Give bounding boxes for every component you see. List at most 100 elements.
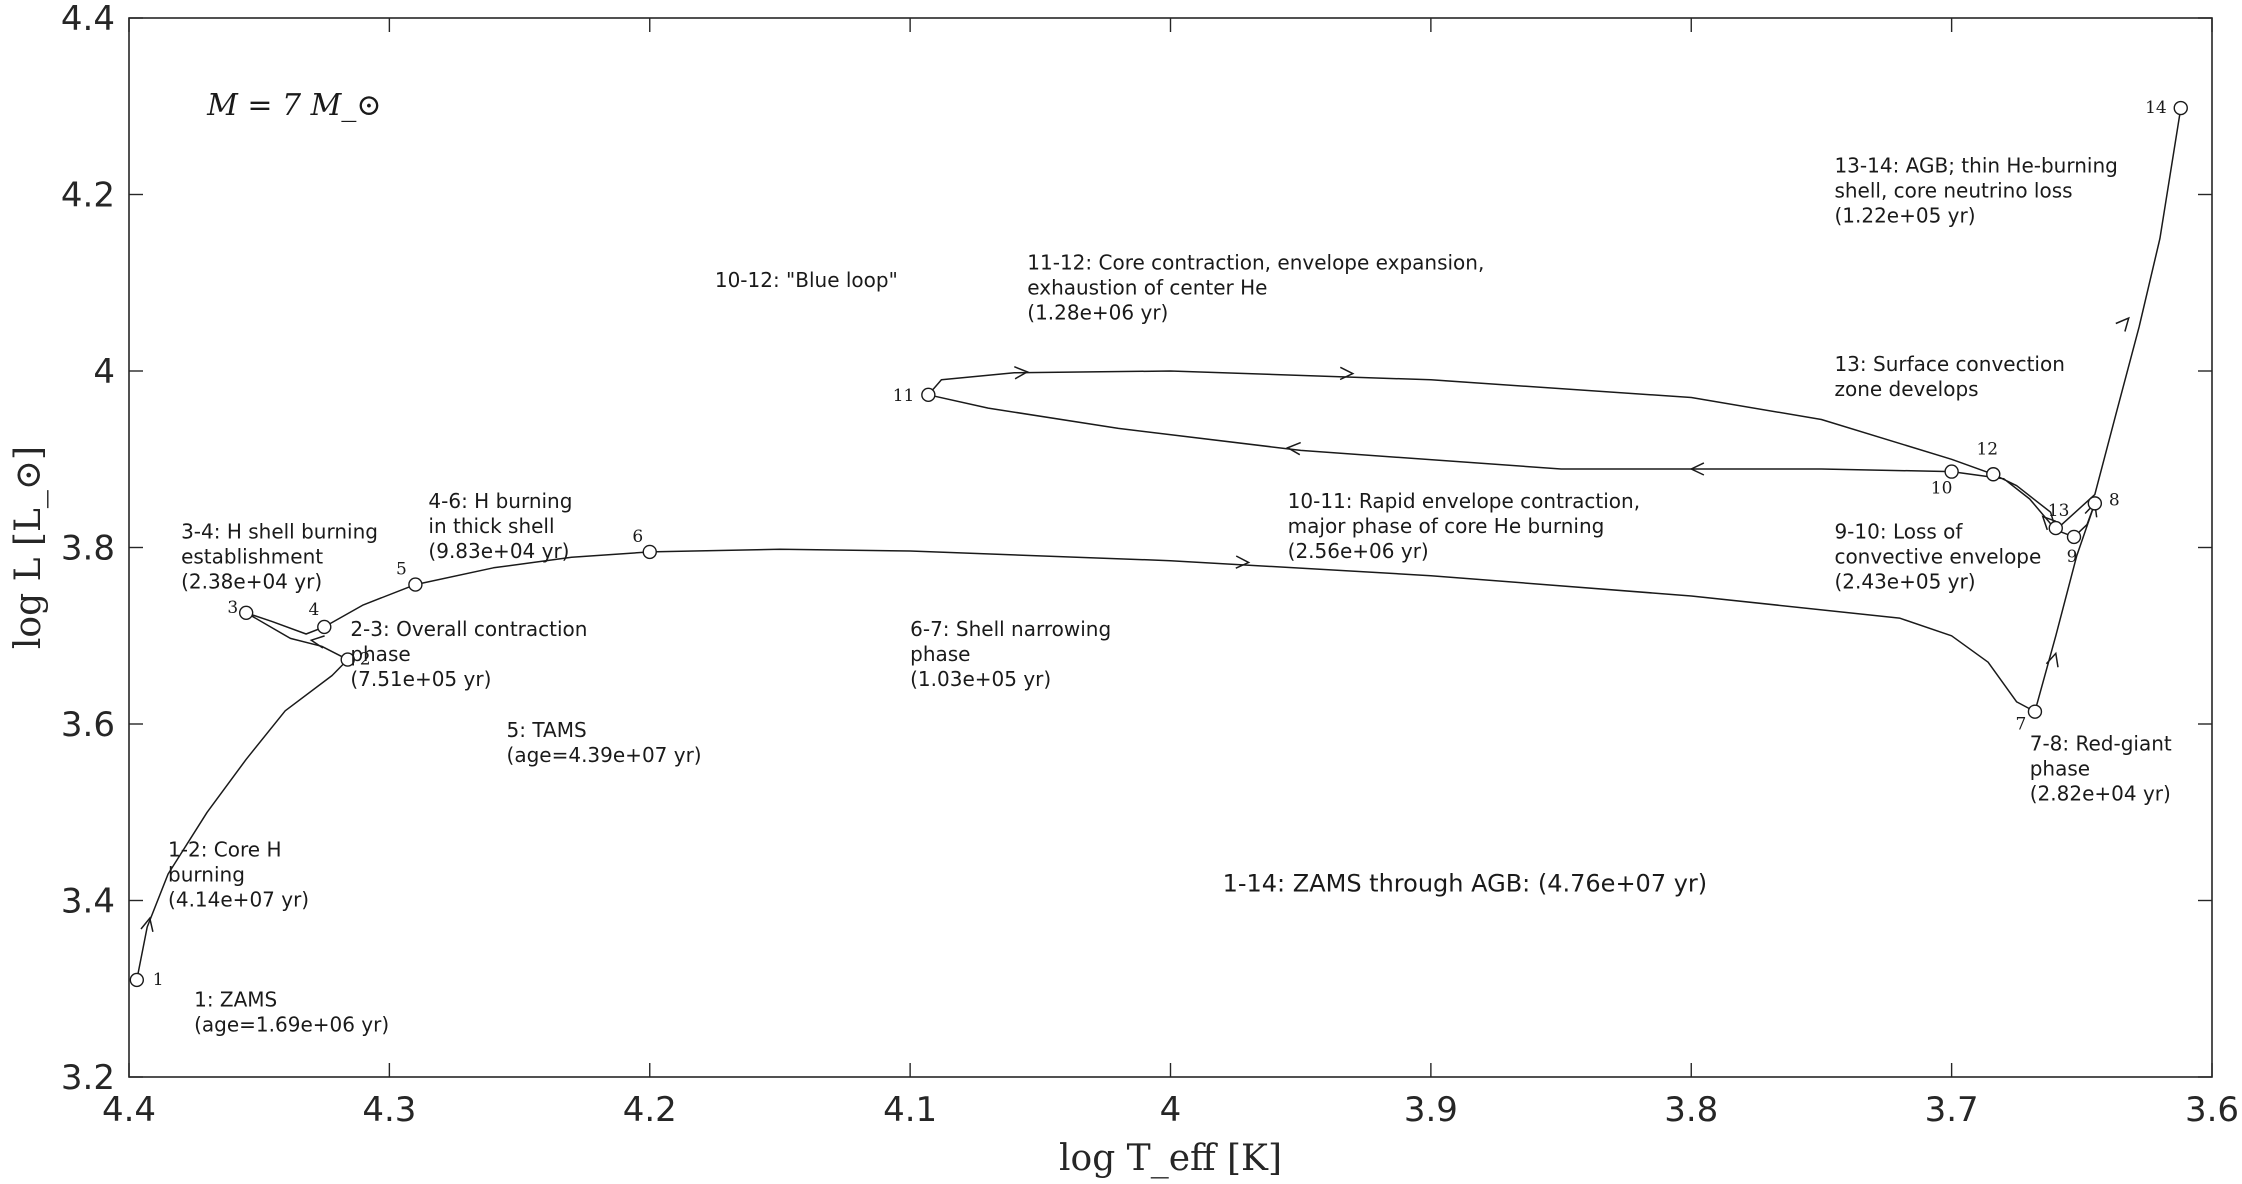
direction-arrow — [2045, 651, 2059, 668]
annotation-line: 1: ZAMS — [194, 987, 277, 1011]
stage-point-label: 2 — [360, 650, 371, 670]
y-tick-label: 3.4 — [61, 882, 115, 922]
stage-point-label: 6 — [632, 527, 643, 547]
stage-point-label: 10 — [1931, 479, 1953, 499]
stage-point — [129, 972, 145, 988]
stage-point — [317, 619, 332, 635]
annotation-line: 13-14: AGB; thin He-burning — [1834, 153, 2117, 177]
y-tick-label: 3.6 — [61, 705, 115, 745]
x-tick-label: 3.9 — [1404, 1090, 1458, 1130]
y-tick-label: 4 — [93, 352, 115, 392]
stage-point-label: 3 — [227, 598, 238, 618]
stage-point — [1944, 464, 1959, 479]
direction-arrow — [1339, 366, 1355, 381]
y-tick-label: 4.2 — [61, 176, 115, 216]
annotation-line: (2.43e+05 yr) — [1834, 570, 1975, 594]
annotation: 1-14: ZAMS through AGB: (4.76e+07 yr) — [1223, 870, 1708, 898]
stage-point-label: 13 — [2048, 501, 2070, 521]
mass-label: M = 7 M_⊙ — [206, 88, 381, 123]
stage-point-label: 9 — [2067, 547, 2078, 567]
annotation-line: (1.28e+06 yr) — [1027, 301, 1168, 325]
annotation-line: 4-6: H burning — [428, 489, 572, 513]
annotation-line: (1.22e+05 yr) — [1834, 203, 1975, 227]
direction-arrow — [309, 635, 325, 649]
annotation-line: 1-2: Core H — [168, 837, 281, 861]
annotation-line: shell, core neutrino loss — [1834, 178, 2072, 202]
annotation-line: phase — [350, 642, 410, 666]
stage-point — [2066, 529, 2082, 545]
stage-point — [238, 605, 254, 621]
annotation-line: convective envelope — [1834, 545, 2041, 569]
annotation-line: (age=1.69e+06 yr) — [194, 1012, 389, 1036]
annotation-line: (2.56e+06 yr) — [1288, 539, 1429, 563]
annotation: 10-12: "Blue loop" — [715, 268, 898, 292]
x-tick-label: 4 — [1160, 1090, 1182, 1130]
y-tick-label: 3.8 — [61, 529, 115, 569]
annotation-line: 5: TAMS — [507, 718, 587, 742]
stage-point-label: 14 — [2145, 98, 2167, 118]
direction-arrow — [140, 916, 154, 932]
annotation: 10-11: Rapid envelope contraction,major … — [1288, 489, 1640, 563]
annotation: 5: TAMS(age=4.39e+07 yr) — [507, 718, 702, 767]
annotation-line: 9-10: Loss of — [1834, 520, 1963, 544]
stage-point-label: 7 — [2016, 715, 2027, 735]
annotation: 11-12: Core contraction, envelope expans… — [1027, 251, 1484, 325]
stage-point — [408, 577, 423, 592]
stage-point — [340, 652, 355, 667]
axis-labels: M = 7 M_⊙log T_eff [K] log L [L_⊙] — [8, 88, 1282, 1179]
y-tick-label: 4.4 — [61, 0, 115, 39]
y-tick-label: 3.2 — [61, 1058, 115, 1098]
stage-point — [2027, 704, 2043, 719]
direction-arrow — [1285, 441, 1301, 456]
stage-point-label: 12 — [1976, 439, 1998, 459]
direction-arrow — [1014, 366, 1030, 380]
direction-arrow — [1689, 462, 1705, 476]
annotation: 3-4: H shell burningestablishment(2.38e+… — [181, 520, 378, 594]
annotation-line: 2-3: Overall contraction — [350, 617, 587, 641]
annotation-line: exhaustion of center He — [1027, 276, 1267, 300]
annotation-line: (1.03e+05 yr) — [910, 667, 1051, 691]
stage-point-label: 5 — [396, 560, 407, 580]
x-tick-label: 4.2 — [623, 1090, 677, 1130]
stage-point-label: 4 — [308, 600, 319, 620]
track-line — [136, 107, 2182, 981]
annotation-line: major phase of core He burning — [1288, 514, 1605, 538]
annotation-line: 10-12: "Blue loop" — [715, 268, 898, 292]
stage-point — [1986, 467, 2001, 482]
annotation-line: 6-7: Shell narrowing — [910, 617, 1111, 641]
annotation-line: (age=4.39e+07 yr) — [507, 743, 702, 767]
annotation-line: 11-12: Core contraction, envelope expans… — [1027, 251, 1484, 275]
stage-point — [642, 544, 657, 560]
annotation-line: 1-14: ZAMS through AGB: (4.76e+07 yr) — [1223, 870, 1708, 898]
x-tick-label: 3.8 — [1664, 1090, 1718, 1130]
stage-point-label: 11 — [893, 386, 915, 406]
annotations: 1: ZAMS(age=1.69e+06 yr) 1-2: Core Hburni… — [168, 153, 2172, 1036]
x-tick-label: 4.4 — [102, 1090, 156, 1130]
annotation-line: (7.51e+05 yr) — [350, 667, 491, 691]
x-tick-label: 4.1 — [883, 1090, 937, 1130]
annotation-line: 10-11: Rapid envelope contraction, — [1288, 489, 1640, 513]
stage-point — [2048, 520, 2063, 536]
annotation-line: 3-4: H shell burning — [181, 520, 378, 544]
stage-point-label: 1 — [153, 970, 164, 990]
annotation-line: establishment — [181, 545, 323, 569]
evolution-track — [136, 107, 2182, 981]
annotation-line: phase — [2030, 756, 2090, 780]
y-axis-label: log L [L_⊙] — [8, 446, 49, 649]
direction-arrow — [2115, 316, 2130, 332]
stage-point — [2173, 100, 2188, 116]
direction-arrow — [1235, 555, 1251, 569]
stage-point — [921, 387, 936, 403]
annotation-line: 7-8: Red-giant — [2030, 731, 2172, 755]
annotation-line: phase — [910, 642, 970, 666]
